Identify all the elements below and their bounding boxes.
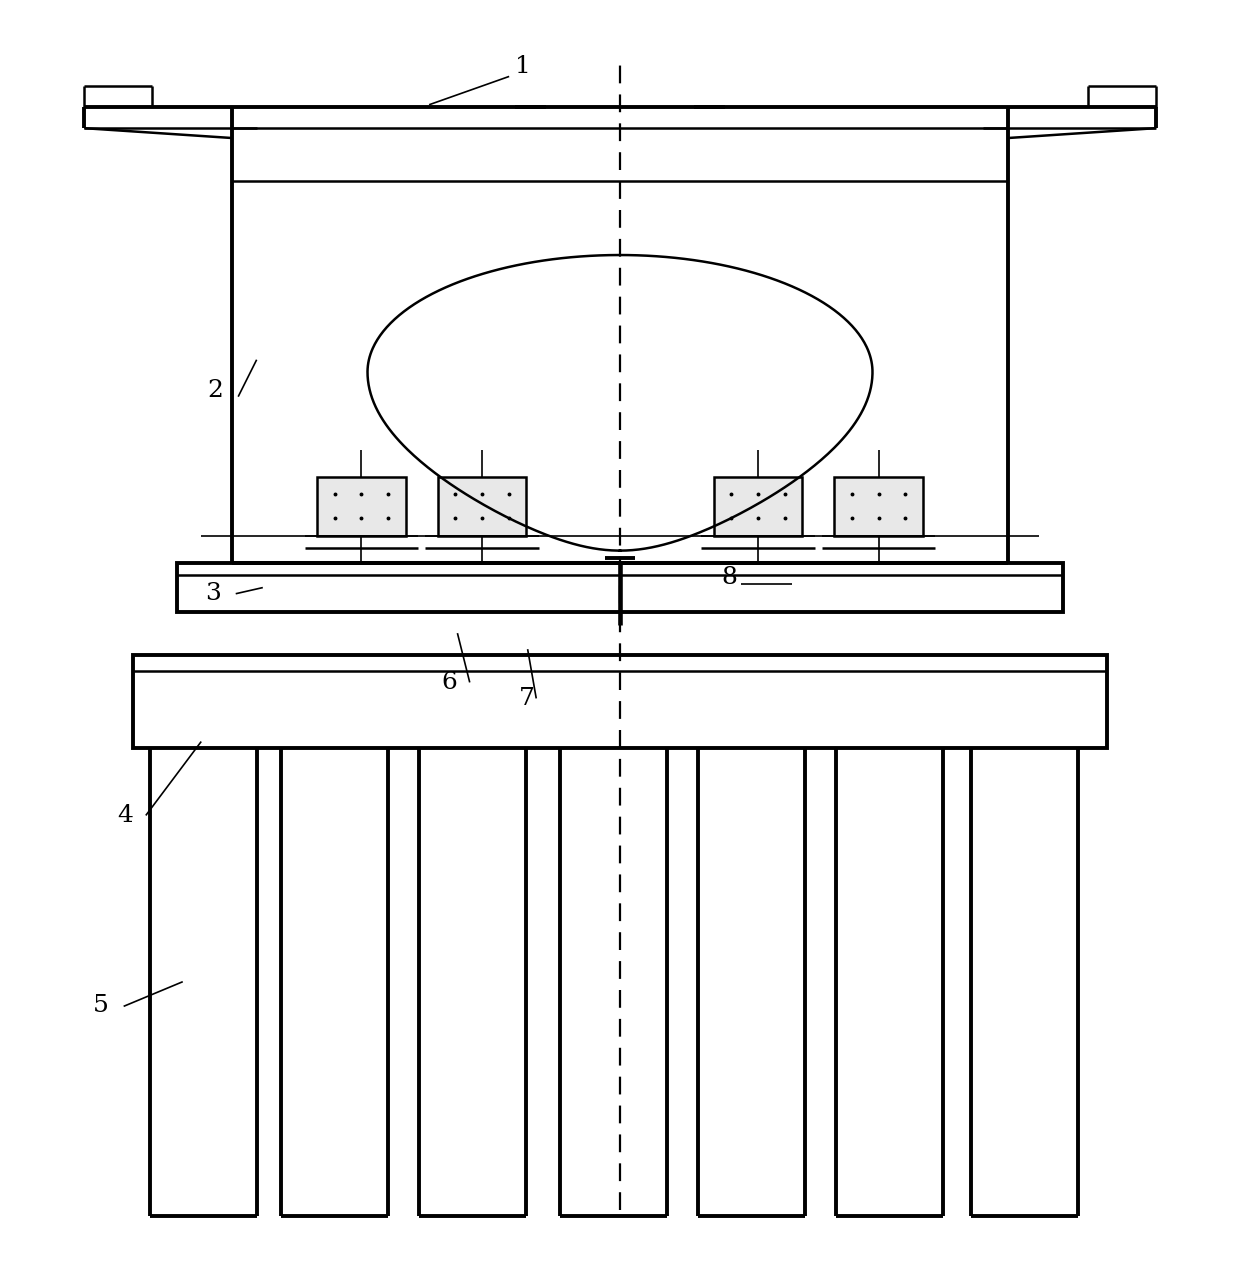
Text: 2: 2 bbox=[207, 378, 223, 401]
Text: 1: 1 bbox=[516, 55, 531, 77]
Text: 6: 6 bbox=[441, 670, 458, 693]
Bar bbox=[317, 477, 405, 536]
Text: 8: 8 bbox=[720, 566, 737, 589]
Text: 5: 5 bbox=[93, 994, 109, 1017]
Text: 3: 3 bbox=[205, 581, 221, 604]
Text: 7: 7 bbox=[520, 687, 534, 710]
Bar bbox=[438, 477, 527, 536]
Bar bbox=[835, 477, 923, 536]
Bar bbox=[176, 563, 1064, 612]
Text: 4: 4 bbox=[118, 804, 134, 827]
Bar bbox=[713, 477, 802, 536]
Bar bbox=[134, 656, 1106, 747]
